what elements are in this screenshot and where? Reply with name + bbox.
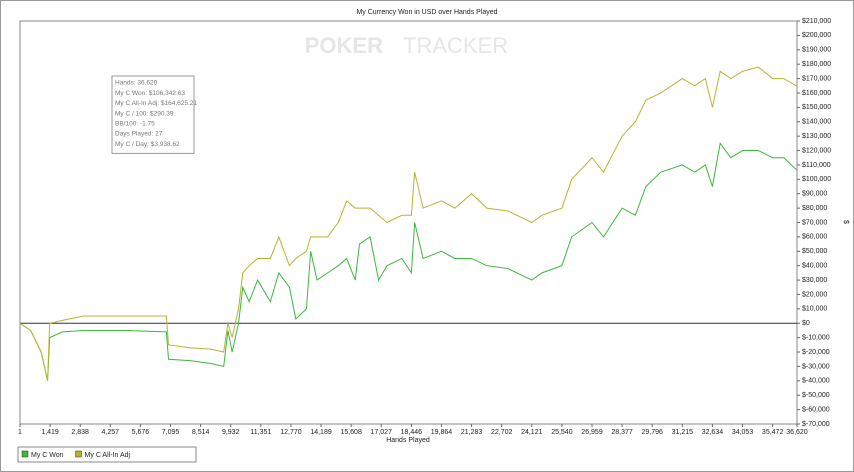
y-tick-label: $-20,000: [802, 349, 830, 356]
x-tick-label: 15,608: [340, 429, 362, 436]
stats-box: [111, 75, 195, 154]
x-tick-label: 34,053: [732, 429, 754, 436]
y-tick-label: $50,000: [802, 248, 827, 255]
y-tick-label: $170,000: [802, 75, 831, 82]
y-tick-label: $140,000: [802, 119, 831, 126]
x-tick-label: 18,446: [401, 429, 423, 436]
watermark: TRACKER: [403, 33, 508, 58]
y-tick-label: $0: [802, 320, 810, 327]
stats-text: BB/100: -1.75: [115, 121, 155, 128]
x-tick-label: 17,027: [371, 429, 393, 436]
x-tick-label: 19,864: [431, 429, 453, 436]
stats-text: My C / Day: $3,938.62: [115, 141, 180, 148]
y-tick-label: $110,000: [802, 162, 831, 169]
legend-swatch: [21, 450, 29, 458]
x-tick-label: 26,959: [581, 429, 603, 436]
x-axis-label: Hands Played: [386, 437, 430, 444]
x-tick-label: 22,702: [491, 429, 513, 436]
stats-text: Days Played: 27: [115, 131, 163, 138]
x-tick-label: 2,838: [71, 429, 89, 436]
x-tick-label: 5,676: [132, 429, 150, 436]
y-tick-label: $160,000: [802, 90, 831, 97]
y-tick-label: $70,000: [802, 219, 827, 226]
x-tick-label: 11,351: [250, 429, 271, 436]
y-tick-label: $-40,000: [802, 378, 830, 385]
y-tick-label: $80,000: [802, 205, 827, 212]
x-tick-label: 12,770: [280, 429, 302, 436]
x-tick-label: 4,257: [102, 429, 120, 436]
y-tick-label: $60,000: [802, 234, 827, 241]
chart-title: My Currency Won in USD over Hands Played: [356, 9, 497, 16]
x-tick-label: 9,932: [222, 429, 240, 436]
x-tick-label: 21,283: [461, 429, 483, 436]
x-tick-label: 36,620: [786, 429, 808, 436]
y-tick-label: $-50,000: [802, 392, 830, 399]
x-tick-label: 35,472: [762, 429, 784, 436]
y-tick-label: $150,000: [802, 104, 831, 111]
watermark: POKER: [305, 33, 383, 58]
legend-label: My C All-In Adj: [85, 452, 131, 459]
y-tick-label: $20,000: [802, 291, 827, 298]
stats-text: Hands: 36,620: [115, 80, 158, 87]
y-tick-label: $10,000: [802, 306, 827, 313]
x-tick-label: 28,377: [611, 429, 633, 436]
y-tick-label: $180,000: [802, 61, 831, 68]
y-tick-label: $-30,000: [802, 363, 830, 370]
x-tick-label: 32,634: [702, 429, 724, 436]
x-tick-label: 14,189: [310, 429, 332, 436]
y-tick-label: $190,000: [802, 47, 831, 54]
series-line: [19, 142, 798, 381]
stats-text: My C Won: $106,342.63: [115, 90, 185, 97]
x-tick-label: 25,540: [551, 429, 573, 436]
series-line: [19, 66, 798, 381]
y-tick-label: $120,000: [802, 147, 831, 154]
y-tick-label: $-70,000: [802, 421, 830, 428]
y-tick-label: $210,000: [802, 18, 831, 25]
y-tick-label: $200,000: [802, 32, 831, 39]
x-tick-label: 24,121: [521, 429, 543, 436]
y-tick-label: $-60,000: [802, 406, 830, 413]
y-tick-label: $130,000: [802, 133, 831, 140]
x-tick-label: 31,215: [672, 429, 694, 436]
x-tick-label: 1,419: [41, 429, 59, 436]
y-tick-label: $100,000: [802, 176, 831, 183]
stats-text: My C All-In Adj: $164,625.21: [115, 100, 197, 107]
x-tick-label: 8,514: [192, 429, 210, 436]
y-tick-label: $-10,000: [802, 334, 830, 341]
x-tick-label: 1: [18, 429, 22, 436]
legend-label: My C Won: [31, 452, 64, 459]
y-tick-label: $40,000: [802, 263, 827, 270]
x-tick-label: 29,796: [641, 429, 663, 436]
y-tick-label: $30,000: [802, 277, 827, 284]
legend: [17, 446, 197, 463]
x-tick-label: 7,095: [162, 429, 180, 436]
legend-swatch: [75, 450, 82, 458]
stats-text: My C / 100: $290.39: [115, 110, 174, 117]
y-tick-label: $90,000: [802, 191, 827, 198]
y-axis-label: $: [842, 220, 849, 224]
